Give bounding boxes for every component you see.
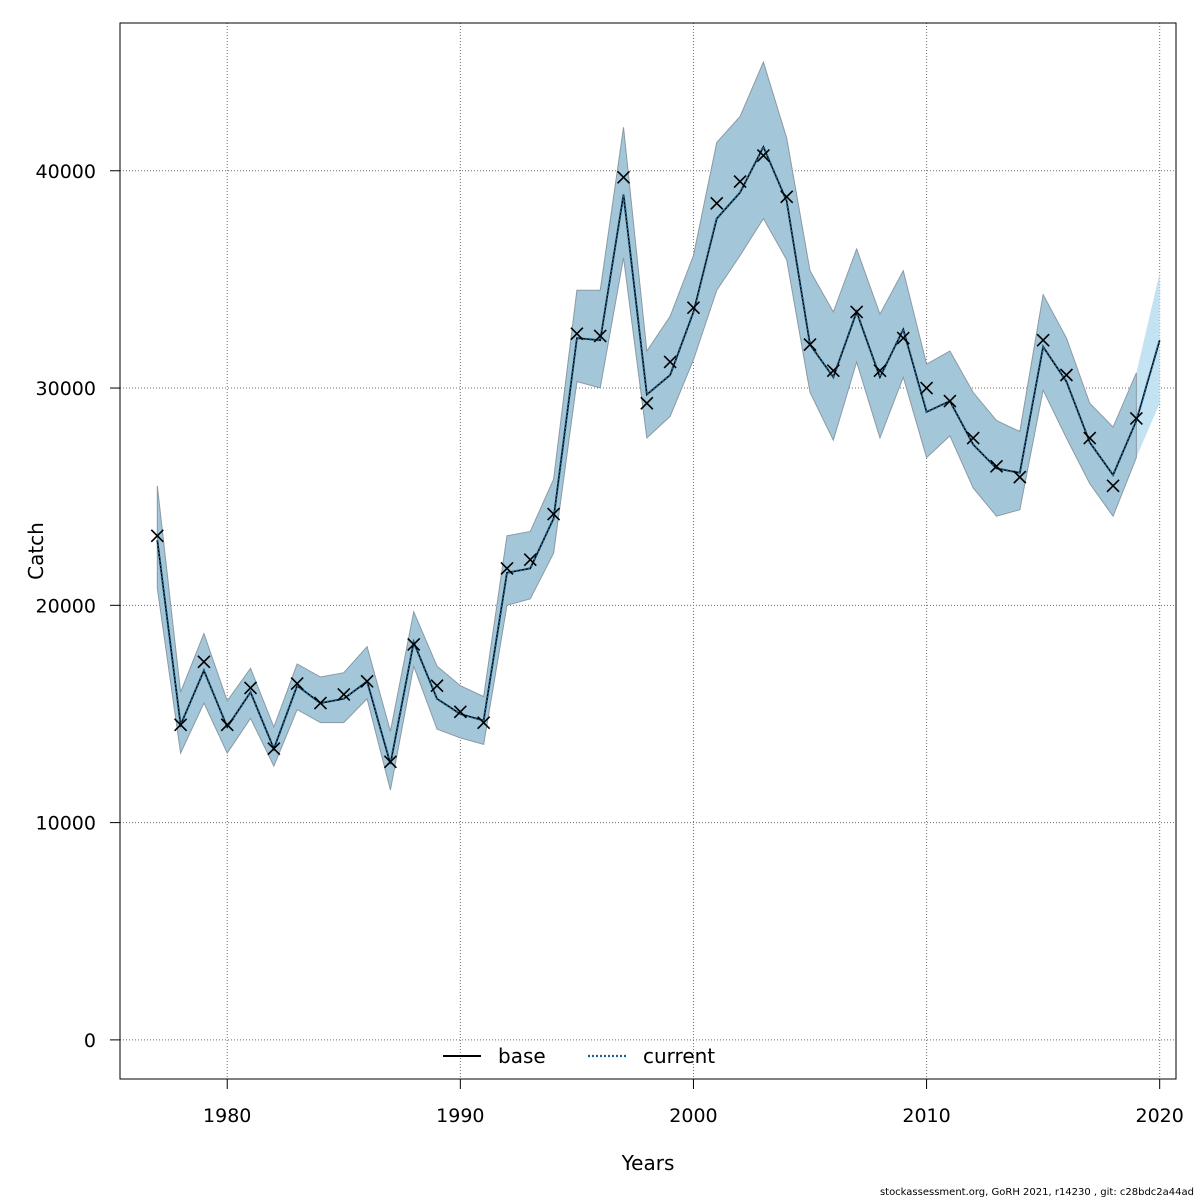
observed-point [710,196,724,210]
observed-point [570,327,584,341]
observed-point [383,755,397,769]
observed-point [477,716,491,730]
observed-point [803,338,817,352]
observed-point [850,305,864,319]
plot-frame [119,22,1177,1080]
observed-points [150,148,1143,769]
x-tick-label: 2020 [1136,1105,1184,1127]
observed-point [547,507,561,521]
x-tick-label: 2010 [902,1105,950,1127]
grid-lines [120,23,1176,1079]
observed-point [197,655,211,669]
observed-point [313,696,328,710]
y-tick-label: 0 [84,1030,96,1052]
axes: 1980 1990 2000 2010 2020 0 10000 20000 30000 4000… [36,161,1184,1127]
observed-point [220,718,234,732]
confidence-band [156,60,1160,791]
y-tick-label: 20000 [36,595,96,617]
observed-point [500,561,514,575]
observed-point [523,553,537,567]
observed-point [150,529,164,543]
observed-point [337,687,351,701]
observed-point [1036,333,1050,347]
y-tick-label: 40000 [36,161,96,183]
observed-point [780,190,794,204]
observed-point [174,718,188,732]
observed-point [1083,431,1097,445]
series-lines [156,144,1161,765]
observed-point [267,742,281,756]
observed-point [360,674,374,688]
observed-point [826,364,840,378]
observed-point [430,679,444,693]
observed-point [243,681,258,695]
observed-point [1129,411,1143,426]
footer-credit: stockassessment.org, GoRH 2021, r14230 ,… [879,1187,1194,1198]
observed-point [407,637,421,651]
y-axis-title: Catch [24,522,48,580]
estimate-band [156,60,1137,791]
observed-point [1106,479,1120,493]
y-tick-label: 10000 [36,813,96,835]
observed-point [290,676,304,691]
observed-point [733,175,747,189]
observed-point [663,355,677,369]
observed-point [640,396,654,410]
current-line [156,144,1161,765]
x-tick-label: 2000 [669,1105,717,1127]
x-tick-label: 1980 [203,1105,251,1127]
forecast-band [1136,272,1160,458]
y-tick-label: 30000 [36,378,96,400]
legend-base-label: base [498,1044,546,1068]
legend: base current [443,1044,715,1068]
observed-point [896,331,910,345]
observed-point [1059,368,1074,382]
observed-point [989,459,1004,473]
observed-point [920,381,934,395]
observed-point [873,364,887,378]
legend-current-label: current [643,1044,715,1068]
observed-point [453,705,467,719]
observed-point [943,394,957,408]
observed-point [616,170,631,184]
observed-point [756,148,770,163]
observed-point [1013,470,1027,484]
observed-point [686,301,701,315]
x-tick-label: 1990 [436,1105,484,1127]
observed-point [966,431,980,445]
x-axis-title: Years [621,1151,675,1175]
observed-point [593,329,607,343]
